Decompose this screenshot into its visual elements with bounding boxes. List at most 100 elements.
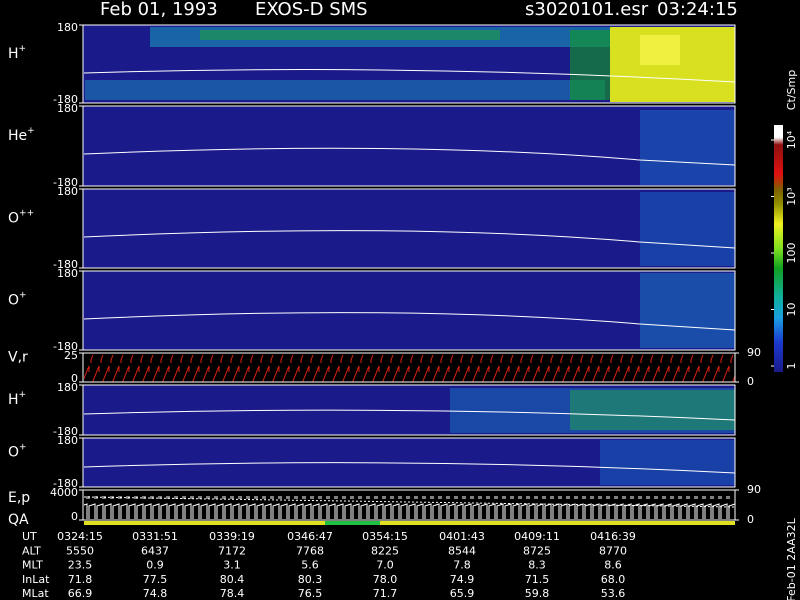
panel-label-text: O xyxy=(8,211,19,227)
instrument: EXOS-D SMS xyxy=(255,0,368,20)
panel-label-text: V,r xyxy=(8,350,28,366)
panel-label-sup: + xyxy=(19,442,27,452)
cell: 59.8 xyxy=(525,587,550,600)
panel-frame xyxy=(82,384,736,436)
qa-bar xyxy=(325,521,380,525)
date: Feb 01, 1993 xyxy=(100,0,218,20)
y2-tick-label: 90 xyxy=(747,346,761,359)
cell: 6437 xyxy=(141,544,169,557)
panel xyxy=(82,188,736,269)
trace xyxy=(83,69,736,83)
panel-frame xyxy=(82,24,736,104)
y-tick-label: -180 xyxy=(53,477,78,490)
cell: 23.5 xyxy=(68,559,93,572)
energy-trace xyxy=(84,496,735,519)
trace xyxy=(83,312,736,331)
cell: 0354:15 xyxy=(362,530,408,543)
row-label: ALT xyxy=(22,544,41,557)
flux-band xyxy=(640,110,735,185)
cell: 0416:39 xyxy=(590,530,636,543)
cell: 7.8 xyxy=(453,559,471,572)
flux-band xyxy=(640,35,680,65)
y-tick-label: 180 xyxy=(57,381,78,394)
panel-label-sup: + xyxy=(19,290,27,300)
panel xyxy=(82,270,736,351)
flux-band xyxy=(570,30,610,100)
colorbar-tick-label: 1 xyxy=(785,363,798,370)
panel-label-sup: + xyxy=(27,126,35,136)
cell: 74.9 xyxy=(450,573,475,586)
flux-band xyxy=(640,273,735,348)
y-tick-label: -180 xyxy=(53,258,78,271)
cell: 78.0 xyxy=(373,573,398,586)
cell: 0346:47 xyxy=(287,530,333,543)
time: 03:24:15 xyxy=(657,0,738,20)
panel-label: QA xyxy=(8,512,29,528)
cell: 74.8 xyxy=(143,587,168,600)
cell: 77.5 xyxy=(143,573,168,586)
row-label: MLT xyxy=(22,559,43,572)
cell: 68.0 xyxy=(601,573,626,586)
panel-label: He+ xyxy=(8,126,35,145)
trace xyxy=(83,496,736,508)
cell: 3.1 xyxy=(223,559,241,572)
y2-tick-label: 0 xyxy=(747,375,754,388)
panel-label: O+ xyxy=(8,290,27,309)
row-label: InLat xyxy=(22,573,50,586)
cell: 80.4 xyxy=(220,573,245,586)
cell: 0401:43 xyxy=(439,530,485,543)
colorbar xyxy=(774,125,783,372)
colorbar-tick-label: 100 xyxy=(785,243,798,264)
trace xyxy=(83,462,736,474)
panel-frame xyxy=(82,270,736,351)
panel-label: H+ xyxy=(8,44,26,63)
trace xyxy=(83,147,736,166)
cell: 71.7 xyxy=(373,587,398,600)
y-tick-label: 180 xyxy=(57,185,78,198)
panel-label-sup: + xyxy=(19,390,27,400)
y2-tick-label: 0 xyxy=(747,513,754,526)
attitude-trace xyxy=(84,355,735,382)
cell: 65.9 xyxy=(450,587,475,600)
cell: 5.6 xyxy=(301,559,319,572)
y-tick-label: 0 xyxy=(71,510,78,523)
row-label: UT xyxy=(22,530,37,543)
spectrogram-texture xyxy=(83,27,736,525)
panel-label-text: H xyxy=(8,46,19,62)
y-tick-label: 180 xyxy=(57,434,78,447)
cell: 8544 xyxy=(448,544,476,557)
cell: 0324:15 xyxy=(57,530,103,543)
y-tick-label: 4000 xyxy=(50,486,78,499)
panel-frame xyxy=(82,352,736,383)
y-tick-label: -180 xyxy=(53,425,78,438)
y-tick-label: 25 xyxy=(64,349,78,362)
cell: 7.0 xyxy=(376,559,394,572)
colorbar-unit: Ct/Smp xyxy=(785,70,798,110)
cell: 71.5 xyxy=(525,573,550,586)
trace xyxy=(83,409,736,421)
panel-label-text: H xyxy=(8,392,19,408)
colorbar-tick-label: 10⁴ xyxy=(785,130,798,149)
panel-label-text: O xyxy=(8,445,19,461)
panel-frame xyxy=(82,489,736,521)
y-tick-label: 180 xyxy=(57,102,78,115)
y-tick-label: 180 xyxy=(57,267,78,280)
cell: 78.4 xyxy=(220,587,245,600)
panel-label-sup: + xyxy=(19,44,27,54)
cell: 0339:19 xyxy=(209,530,255,543)
panel-frame xyxy=(82,188,736,269)
cell: 7172 xyxy=(218,544,246,557)
cell: 8.6 xyxy=(604,559,622,572)
panel-label: H+ xyxy=(8,390,26,409)
panel-label-text: E,p xyxy=(8,490,30,506)
footer-id: Feb-01 2AA32L xyxy=(785,517,798,600)
cell: 71.8 xyxy=(68,573,93,586)
ephemeris-table: UT 0324:15 0331:51 0339:19 0346:47 0354:15 040… xyxy=(22,530,636,600)
panel-label-text: He xyxy=(8,128,27,144)
cell: 0331:51 xyxy=(132,530,178,543)
y-tick-label: 180 xyxy=(57,21,78,34)
panel-label: E,p xyxy=(8,490,30,506)
cell: 8.3 xyxy=(528,559,546,572)
cell: 8225 xyxy=(371,544,399,557)
